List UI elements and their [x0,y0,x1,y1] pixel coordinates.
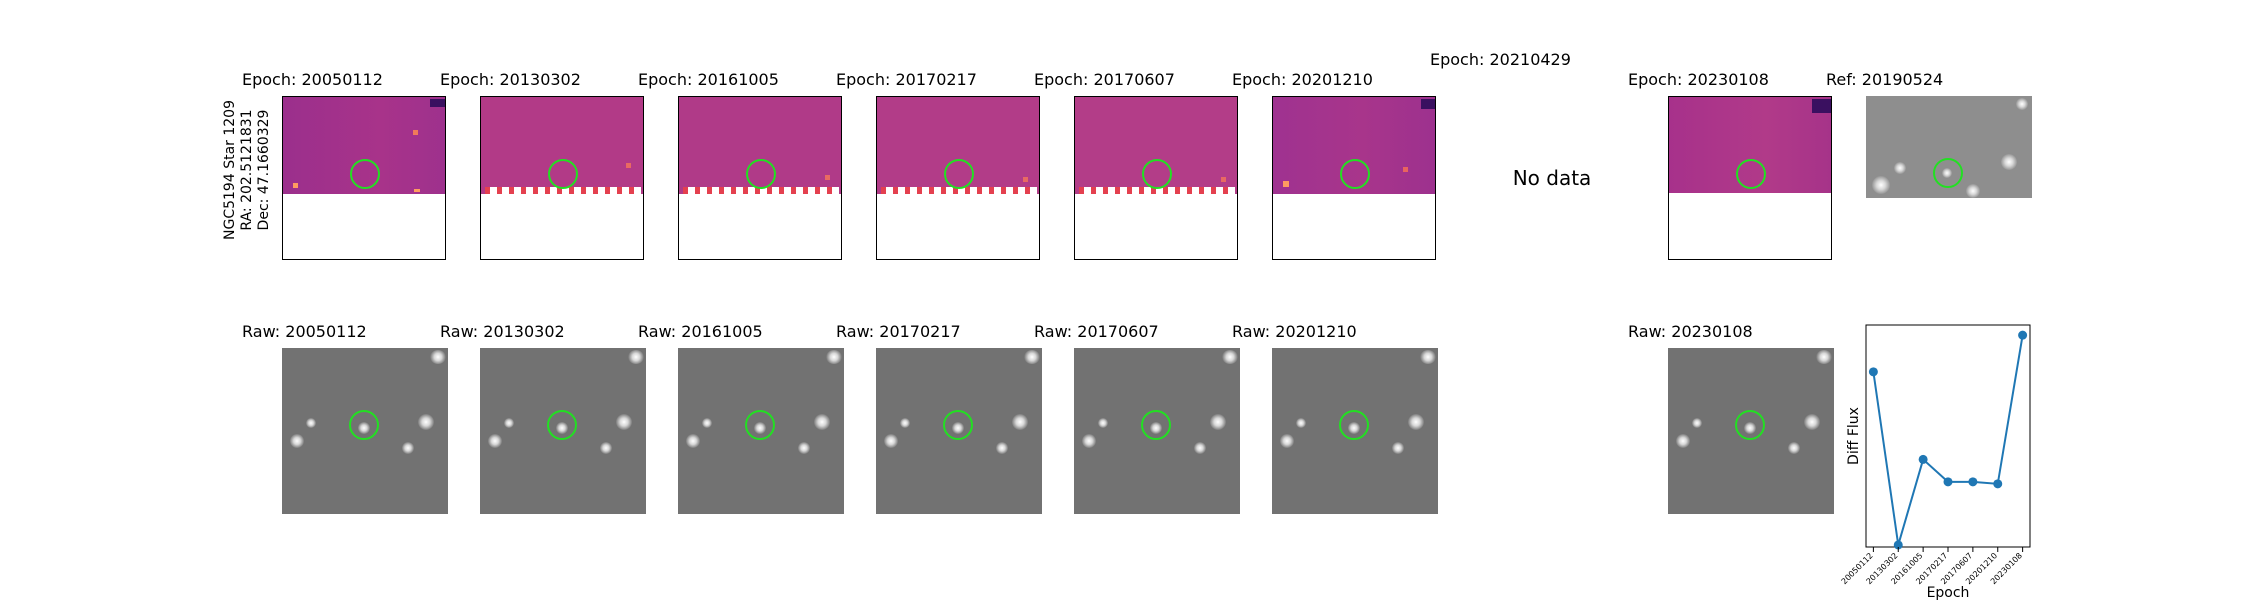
target-dec: Dec: 47.1660329 [256,109,272,231]
raw-panel-title: Raw: 20130302 [440,322,565,341]
target-marker [1340,159,1370,189]
data-point [1943,477,1953,487]
y-axis-label: Diff Flux [1846,407,1862,465]
target-marker [746,159,776,189]
raw-image [282,348,448,514]
series-line [1872,335,2024,546]
target-marker [350,159,380,189]
raw-image [876,348,1042,514]
diff-image [1272,96,1436,260]
raw-image [1272,348,1438,514]
target-marker [944,159,974,189]
target-marker [548,159,578,189]
diff-image [1668,96,1832,260]
target-ra: RA: 202.5121831 [239,109,255,231]
reference-image [1866,96,2032,198]
target-marker [745,410,775,440]
target-marker [1142,159,1172,189]
target-marker [1735,410,1765,440]
data-point [1993,479,2003,489]
raw-panel-title: Raw: 20201210 [1232,322,1357,341]
raw-image [1668,348,1834,514]
raw-panel-title: Raw: 20170217 [836,322,961,341]
x-axis-label: Epoch [1927,585,1970,600]
diff-panel-title: Epoch: 20170607 [1034,70,1175,89]
raw-panel-title: Raw: 20170607 [1034,322,1159,341]
diff-panel-title: Epoch: 20170217 [836,70,977,89]
diff-image [480,96,644,260]
target-marker [547,410,577,440]
raw-panel-title: Raw: 20161005 [638,322,763,341]
no-data-text: No data [1512,166,1592,190]
target-name: NGC5194 Star 1209 [222,100,238,240]
target-label: NGC5194 Star 1209 RA: 202.5121831 Dec: 4… [222,80,273,260]
diff-panel-title: Epoch: 20161005 [638,70,779,89]
raw-image [480,348,646,514]
data-point [1918,454,1928,464]
light-curve-chart: 2005011220130302201610052017021720170607… [1840,324,2031,600]
diff-panel-title: Epoch: 20050112 [242,70,383,89]
data-point [2018,330,2028,340]
raw-panel-title: Raw: 20050112 [242,322,367,341]
data-point [1968,477,1978,487]
data-point [1893,540,1903,550]
target-marker [349,410,379,440]
raw-image [1074,348,1240,514]
target-marker [1736,159,1766,189]
target-marker [1933,158,1963,188]
raw-image [678,348,844,514]
diff-panel-title: Epoch: 20230108 [1628,70,1769,89]
diff-image [876,96,1040,260]
raw-panel-title: Raw: 20230108 [1628,322,1753,341]
diff-panel-title: Epoch: 20210429 [1430,50,1571,69]
target-marker [943,410,973,440]
target-marker [1339,410,1369,440]
diff-image [678,96,842,260]
reference-title: Ref: 20190524 [1826,70,1944,89]
target-marker [1141,410,1171,440]
data-point [1868,367,1878,377]
diff-image [1074,96,1238,260]
diff-panel-title: Epoch: 20130302 [440,70,581,89]
diff-panel-title: Epoch: 20201210 [1232,70,1373,89]
diff-image [282,96,446,260]
